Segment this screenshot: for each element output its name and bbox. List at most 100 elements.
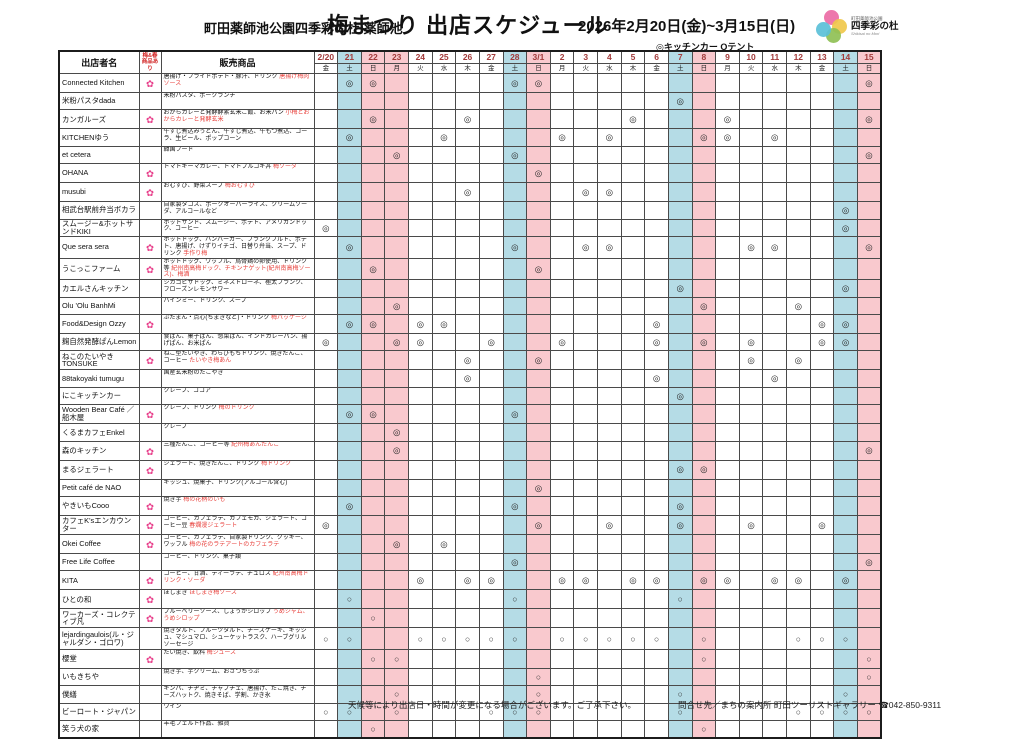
date-header-3: 3	[573, 50, 598, 64]
schedule-cell-15	[856, 257, 882, 281]
products-text: ホットサンド、スムージー、ポテト、アメリカンドック、コーヒー	[163, 219, 307, 233]
schedule-cell-22: ○	[360, 608, 386, 629]
schedule-cell-2/20	[313, 73, 339, 93]
schedule-cell-27: ◎	[478, 333, 504, 352]
page-title: 梅まつり 出店スケジュール	[327, 13, 609, 38]
products-text: クレープ	[163, 424, 188, 431]
schedule-cell-25	[431, 145, 457, 165]
vendor-row: やきいもCooo ✿ 焼き芋 梅の花柄のいも ◎ ◎ ◎	[58, 496, 882, 517]
schedule-cell-13	[809, 608, 835, 629]
schedule-cell-8	[691, 91, 717, 111]
schedule-cell-9	[715, 91, 740, 111]
vendor-row: 米粉パスタdada 米粉パスタ、ポークランチ ◎	[58, 91, 882, 111]
footer-note: 天候等により出店日・時間が変更になる場合がございます。ご了承下さい。	[348, 700, 636, 710]
schedule-cell-23	[384, 404, 409, 425]
schedule-cell-28: ◎	[502, 496, 528, 517]
date-header-4: 4	[597, 50, 622, 64]
day-header-7: 土	[667, 63, 693, 74]
vendor-row: カンガルーズ ✿ おからカレーと発酵酵素玄米ご飯、お米パン 小梅とおからカレーと発酵…	[58, 109, 882, 130]
schedule-cell-28	[502, 296, 528, 316]
day-header-22: 日	[360, 63, 386, 74]
vendor-row: ねこのたいやきTONSUKE ✿ ねこ型たいやき、わらびもちドリンク、焼きだんご、コ…	[58, 350, 882, 371]
ume-spring-flag-cell	[138, 478, 162, 498]
schedule-cell-2/20: ◎	[313, 333, 339, 352]
schedule-cell-22: ○	[360, 720, 386, 739]
schedule-cell-11	[762, 145, 787, 165]
schedule-cell-15	[856, 720, 882, 739]
schedule-cell-2/20	[313, 608, 339, 629]
vendor-name: 麹自然発酵ぱんLemon	[58, 333, 140, 352]
products-text: ブルーベリーソース、しょうがシロップ	[163, 609, 272, 616]
schedule-cell-7	[667, 296, 693, 316]
ume-spring-flag-cell: ✿	[138, 589, 162, 610]
schedule-cell-8	[691, 702, 717, 722]
schedule-cell-21: ◎	[337, 314, 362, 335]
schedule-cell-28: ◎	[502, 404, 528, 425]
ume-spring-flag-cell	[138, 685, 162, 704]
schedule-cell-4	[597, 459, 622, 480]
schedule-cell-3/1	[526, 333, 551, 352]
schedule-cell-6: ○	[644, 627, 669, 651]
schedule-cell-2	[549, 218, 575, 237]
schedule-cell-12	[786, 73, 811, 93]
schedule-cell-27	[478, 73, 504, 93]
schedule-cell-13	[809, 423, 835, 442]
schedule-cell-10	[738, 649, 764, 670]
schedule-cell-21	[337, 109, 362, 130]
products-text: ホットドッグ、ワッフル、烏骨鶏の卵使用、ドリンク等	[163, 258, 308, 272]
ume-spring-flag-cell	[138, 128, 162, 147]
schedule-cell-4	[597, 163, 622, 184]
products-cell: 自家製タコス、ポークオーバーライス、クリームソーダ、アルコールなど	[160, 201, 315, 220]
schedule-cell-6	[644, 296, 669, 316]
schedule-cell-2	[549, 668, 575, 687]
vendor-row: にこキッチンカー クレープ、ココア ◎	[58, 386, 882, 406]
schedule-cell-21	[337, 668, 362, 687]
schedule-cell-3/1	[526, 440, 551, 461]
schedule-cell-15	[856, 423, 882, 442]
schedule-cell-7: ◎	[667, 279, 693, 298]
schedule-cell-12	[786, 369, 811, 388]
schedule-cell-28	[502, 109, 528, 130]
products-text: ワイン	[163, 703, 182, 710]
products-ume-item-text: 小梅とおからカレーと発酵玄米	[163, 110, 310, 124]
day-header-12: 木	[786, 63, 811, 74]
products-text: ホットドッグ、ハンバーガー、フランクフルト、ポテト、唐揚げ、けずりイチゴ、日替り…	[163, 236, 307, 257]
schedule-cell-28: ○	[502, 589, 528, 610]
schedule-cell-13	[809, 109, 835, 130]
schedule-cell-2/20: ◎	[313, 218, 339, 237]
schedule-cell-4	[597, 201, 622, 220]
schedule-cell-10	[738, 440, 764, 461]
schedule-cell-12	[786, 218, 811, 237]
schedule-cell-28: ◎	[502, 235, 528, 259]
day-header-8: 日	[691, 63, 717, 74]
schedule-cell-5	[620, 496, 646, 517]
schedule-cell-15	[856, 279, 882, 298]
schedule-cell-11	[762, 296, 787, 316]
schedule-cell-5	[620, 440, 646, 461]
products-cell: ホットドッグ、ワッフル、烏骨鶏の卵使用、ドリンク等 紀州南高梅ドック、チキンナゲ…	[160, 257, 315, 281]
schedule-cell-3/1	[526, 608, 551, 629]
vendor-name: musubi	[58, 182, 140, 203]
products-text: キッシュ、焼菓子、ドリンク(アルコール含む)	[163, 479, 288, 486]
schedule-cell-11	[762, 478, 787, 498]
plum-blossom-icon: ✿	[146, 614, 154, 626]
schedule-cell-9	[715, 608, 740, 629]
schedule-cell-12	[786, 553, 811, 572]
schedule-cell-10	[738, 553, 764, 572]
logo-flower-dots-icon	[816, 10, 848, 44]
vendor-name: やきいもCooo	[58, 496, 140, 517]
schedule-cell-5	[620, 608, 646, 629]
schedule-cell-11	[762, 386, 787, 406]
schedule-cell-15: ◎	[856, 109, 882, 130]
schedule-cell-2	[549, 369, 575, 388]
schedule-cell-3	[573, 668, 598, 687]
schedule-cell-26	[455, 235, 480, 259]
schedule-cell-26	[455, 296, 480, 316]
products-cell: ぶたまん・点心(ちまきなど)・ドリンク 梅パッケージ	[160, 314, 315, 335]
schedule-cell-27	[478, 553, 504, 572]
schedule-cell-10	[738, 218, 764, 237]
logo-line2: Shikisai no Mori	[851, 31, 880, 37]
schedule-cell-11	[762, 459, 787, 480]
schedule-cell-3	[573, 608, 598, 629]
schedule-cell-3	[573, 478, 598, 498]
